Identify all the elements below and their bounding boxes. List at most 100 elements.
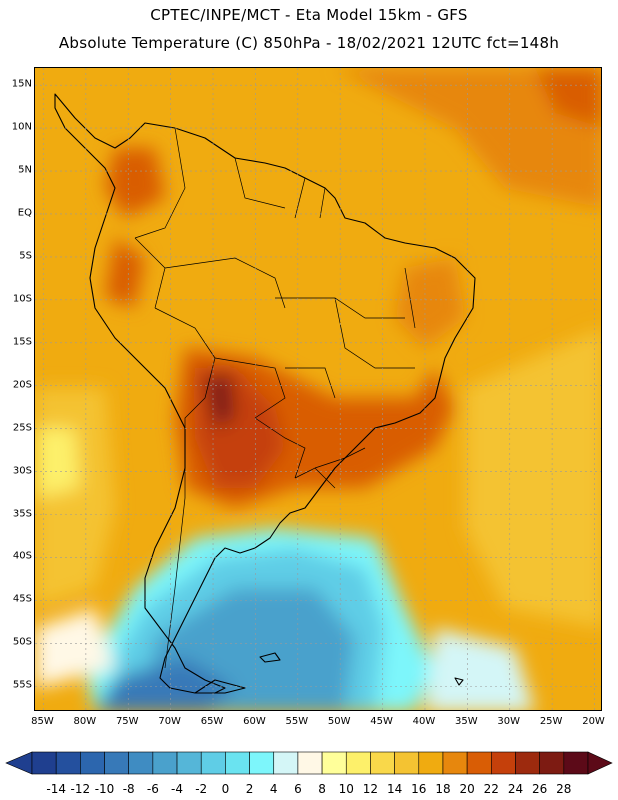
colorbar-label: -4 — [171, 782, 184, 796]
longitude-label: 45W — [370, 716, 393, 727]
hot-area-colombia — [105, 148, 165, 218]
colorbar-min-arrow — [5, 751, 33, 775]
longitude-label: 50W — [327, 716, 351, 727]
latitude-label: 35S — [12, 508, 32, 519]
longitude-label: 60W — [243, 716, 266, 727]
colorbar-swatch — [563, 751, 589, 775]
latitude-label: 15N — [11, 78, 32, 90]
hot-area-atlantic — [535, 68, 601, 128]
border-brazil-north — [164, 257, 286, 309]
colorbar-max-arrow — [587, 751, 613, 775]
colorbar-swatch — [176, 751, 202, 775]
colorbar-swatch — [55, 751, 81, 775]
border-paraguay — [254, 417, 306, 479]
latitude-label: 10S — [12, 293, 32, 305]
colorbar-swatch — [442, 751, 468, 775]
colorbar-swatch — [152, 751, 178, 775]
latitude-label: 5S — [19, 250, 32, 262]
longitude-label: 35W — [455, 716, 478, 727]
cool-area-south-atlantic — [465, 328, 601, 628]
latitude-label: 15S — [12, 336, 32, 348]
colorbar-swatch — [466, 751, 492, 775]
temperature-field — [35, 68, 601, 710]
colorbar-label: -12 — [70, 782, 91, 796]
warm-area-northeast — [335, 68, 601, 208]
colorbar-swatch — [394, 751, 420, 775]
border-colombia — [134, 127, 186, 239]
colorbar-label: 10 — [338, 782, 354, 796]
longitude-label: 80W — [73, 716, 97, 727]
colorbar-label: -8 — [122, 782, 135, 796]
south-georgia — [454, 677, 464, 686]
latitude-label: 50S — [12, 636, 32, 648]
coastlines — [54, 93, 476, 694]
latitude-label: EQ — [17, 207, 32, 219]
colorbar-label: 14 — [386, 782, 403, 796]
latitude-label: 40S — [12, 550, 32, 562]
colorbar-label: -14 — [46, 782, 66, 796]
latitude-label: 20S — [12, 379, 32, 391]
border-brazil-uruguay — [314, 447, 366, 469]
latitude-label: 55S — [12, 679, 32, 691]
colorbar-swatch — [297, 751, 323, 775]
map-title: CPTEC/INPE/MCT - Eta Model 15km - GFS — [150, 6, 468, 24]
border-brazil-states-1 — [275, 297, 405, 319]
border-brazil-states-4 — [404, 267, 416, 329]
colorbar-swatch — [515, 751, 540, 775]
colorbar-label: 28 — [556, 782, 572, 796]
latitude-label: 10N — [11, 121, 32, 133]
border-bolivia-brazil — [214, 357, 286, 419]
longitude-label: 25W — [539, 716, 563, 727]
map-subtitle: Absolute Temperature (C) 850hPa - 18/02/… — [58, 34, 560, 52]
colorbar-label: 4 — [269, 782, 278, 796]
colorbar-swatch — [370, 751, 395, 775]
colorbar-swatch — [345, 751, 371, 775]
border-chile-argentina-south — [164, 497, 186, 669]
longitude-label: 75W — [115, 716, 139, 727]
longitude-label: 65W — [200, 716, 224, 727]
hot-area-andes-north — [105, 238, 145, 308]
border-guyana — [294, 177, 306, 219]
mild-area-southwest — [35, 608, 115, 688]
colorbar-swatch — [491, 751, 516, 775]
longitude-label: 40W — [412, 716, 436, 727]
colorbar-swatch — [273, 751, 299, 775]
colorbar-label: 0 — [221, 782, 230, 796]
colorbar-swatch — [128, 751, 154, 775]
colorbar-swatch — [200, 751, 226, 775]
temperature-map — [34, 67, 602, 711]
colorbar-label: 26 — [532, 782, 548, 796]
colorbar-label: 22 — [483, 782, 499, 796]
longitude-label: 30W — [497, 716, 521, 727]
border-suriname — [319, 187, 326, 219]
warm-area-brazil-east — [395, 258, 465, 348]
colorbar-label: 6 — [294, 782, 302, 796]
south-america-coast — [54, 93, 476, 694]
longitude-label: 70W — [158, 716, 181, 727]
latitude-label: 5N — [18, 164, 32, 176]
colorbar-label: -2 — [195, 782, 208, 796]
colorbar-label: 24 — [507, 782, 524, 796]
colorbar-swatch — [321, 751, 347, 775]
colorbar-label: -10 — [94, 782, 115, 796]
latitude-label: 30S — [12, 465, 32, 477]
border-venezuela — [234, 157, 286, 209]
falkland-islands — [259, 652, 281, 663]
longitude-label: 85W — [31, 716, 54, 727]
colorbar-swatch — [249, 751, 275, 775]
tierra-del-fuego — [194, 679, 246, 694]
map-canvas — [35, 68, 601, 710]
latitude-label: 45S — [12, 593, 32, 605]
colorbar-label: 2 — [245, 782, 254, 796]
colorbar-label: 12 — [362, 782, 379, 796]
colorbar-label: 18 — [435, 782, 451, 796]
cool-area-southeast — [425, 628, 535, 710]
colorbar-label: 20 — [459, 782, 475, 796]
colorbar-label: 16 — [411, 782, 427, 796]
longitude-label: 20W — [582, 716, 605, 727]
colorbar-swatch — [104, 751, 129, 775]
cooler-area-pacific — [35, 428, 80, 498]
colorbar-swatch — [31, 751, 57, 775]
colorbar — [5, 751, 613, 775]
colorbar-swatch — [80, 751, 105, 775]
